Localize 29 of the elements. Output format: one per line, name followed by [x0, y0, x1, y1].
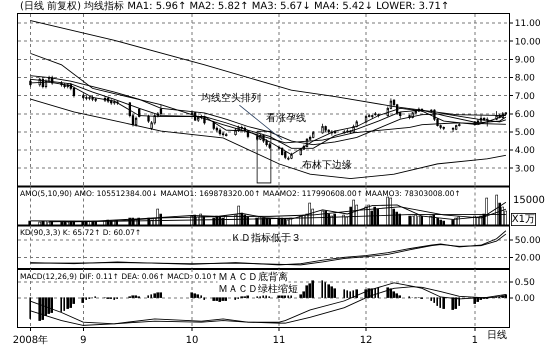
y-tick-label: 7.00 — [514, 92, 536, 102]
y-tick-label: 4.00 — [514, 146, 536, 156]
annotation: 布林下边缘 — [302, 159, 352, 171]
y-tick-label: 3.00 — [514, 164, 536, 174]
x-tick-label: 1 — [472, 335, 478, 346]
x-tick-label: 10 — [186, 335, 198, 346]
annotation: 均线空头排列 — [200, 92, 261, 104]
y-tick-label: 8.00 — [514, 74, 536, 84]
annotation: ＭＡＣＤ底背离 — [218, 271, 288, 283]
text: 日线 — [487, 329, 507, 341]
y-tick-label: 10.00 — [514, 37, 541, 48]
y-tick-label: 20.00 — [514, 253, 541, 264]
y-tick-label: 5.00 — [514, 128, 536, 138]
chart-title: (日线 前复权) 均线指标 MA1: 5.96↑ MA2: 5.82↑ MA3: 5.67↓ MA4: 5.42↓ LOWER: 3.71↑ — [20, 1, 450, 12]
text: X1万 — [512, 214, 536, 225]
text: 15000 — [513, 195, 545, 206]
y-tick-label: 50.00 — [514, 236, 541, 246]
annotation: ＫＤ指标低于３ — [231, 232, 301, 244]
annotation: 看涨孕线 — [266, 112, 306, 124]
x-tick-label: 12 — [360, 335, 372, 346]
y-tick-label: 6.00 — [514, 110, 536, 120]
annotation: ＭＡＣＤ绿柱缩短 — [218, 283, 298, 295]
x-tick-label: 11 — [272, 335, 286, 346]
x-tick-label: 2008年 — [12, 334, 48, 346]
y-tick-label: 0.50 — [514, 278, 536, 288]
y-tick-label: 11.00 — [514, 19, 541, 30]
x-tick-label: 9 — [80, 335, 86, 346]
y-tick-label: 0.00 — [514, 294, 536, 304]
y-tick-label: 9.00 — [514, 56, 536, 66]
